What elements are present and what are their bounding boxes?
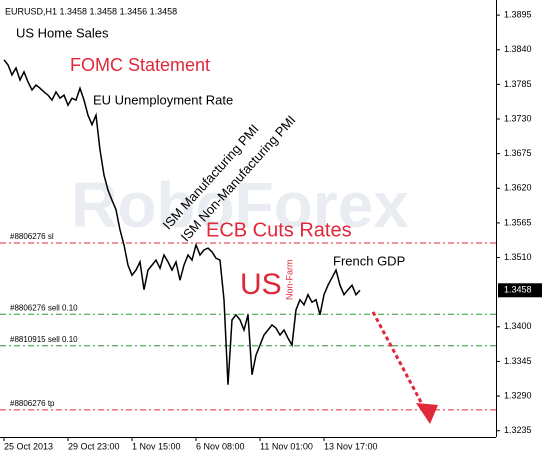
annotation: US	[240, 268, 282, 301]
current-price-box	[498, 283, 542, 298]
y-tick-label: 1.3895	[504, 9, 532, 19]
order-level-label: #8806276 sl	[10, 232, 54, 241]
annotation: ECB Cuts Rates	[206, 219, 352, 241]
y-tick-label: 1.3675	[504, 148, 532, 158]
current-price-label: 1.3458	[504, 285, 532, 295]
y-tick-label: 1.3620	[504, 183, 532, 193]
price-line	[3, 59, 361, 385]
x-tick-label: 13 Nov 17:00	[324, 441, 378, 451]
annotation: EU Unemployment Rate	[93, 92, 233, 107]
x-tick-label: 1 Nov 15:00	[132, 441, 181, 451]
y-tick-label: 1.3565	[504, 217, 532, 227]
order-level-label: #8810915 sell 0.10	[10, 335, 78, 344]
forecast-arrow	[371, 311, 424, 405]
header: EURUSD,H1 1.3458 1.3458 1.3456 1.3458	[5, 6, 177, 16]
x-tick-label: 6 Nov 08:00	[196, 441, 245, 451]
annotation: French GDP	[333, 253, 405, 268]
order-level-label: #8806276 tp	[10, 399, 55, 408]
y-tick-label: 1.3235	[504, 425, 532, 435]
annotation: FOMC Statement	[70, 55, 210, 75]
watermark: RoboForex	[71, 169, 409, 241]
y-tick-label: 1.3840	[504, 44, 532, 54]
x-tick-label: 25 Oct 2013	[4, 441, 53, 451]
y-tick-label: 1.3400	[504, 321, 532, 331]
y-tick-label: 1.3345	[504, 356, 532, 366]
annotation: US Home Sales	[16, 25, 109, 40]
y-tick-label: 1.3290	[504, 390, 532, 400]
x-tick-label: 29 Oct 23:00	[68, 441, 120, 451]
x-tick-label: 11 Nov 01:00	[260, 441, 313, 451]
y-tick-label: 1.3785	[504, 79, 532, 89]
annotation: Non-Farm	[284, 259, 294, 300]
order-level-label: #8806276 sell 0.10	[10, 303, 78, 312]
arrow-head	[416, 403, 438, 424]
y-tick-label: 1.3730	[504, 113, 532, 123]
y-tick-label: 1.3510	[504, 252, 532, 262]
